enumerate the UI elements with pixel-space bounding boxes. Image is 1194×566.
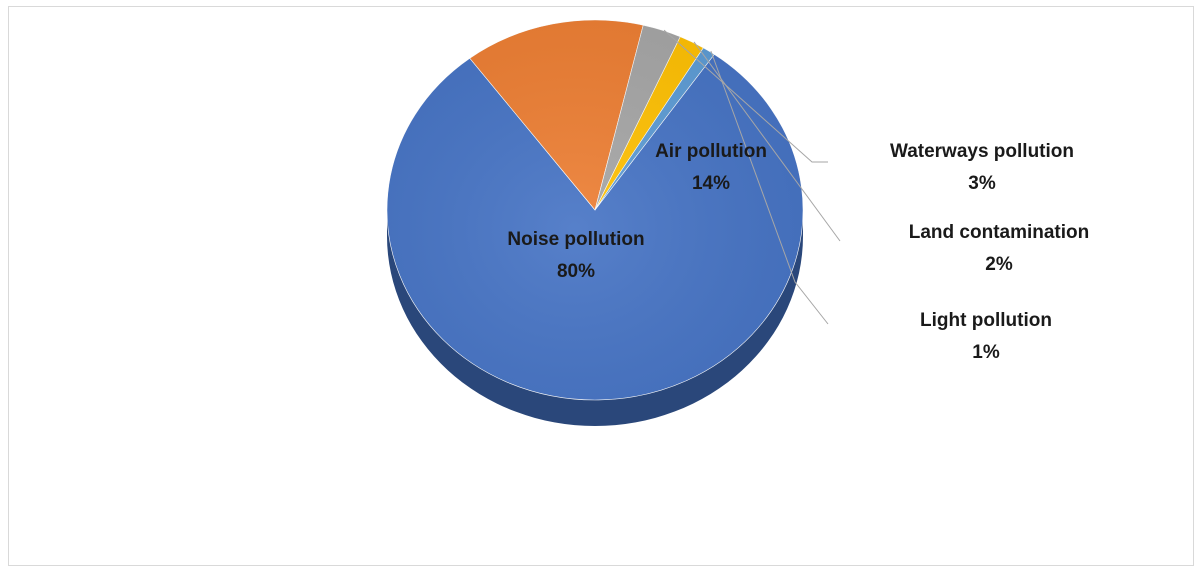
leader-lines xyxy=(663,29,841,325)
slice-label-air-name: Air pollution xyxy=(655,141,767,162)
leader-line-waterways-pollution xyxy=(663,29,828,163)
leader-line-light-pollution xyxy=(710,50,829,325)
leader-line-land-contamination xyxy=(693,41,841,242)
slice-label-waterways-percent: 3% xyxy=(968,173,996,194)
slice-label-light-percent: 1% xyxy=(972,342,1000,363)
slice-label-land-name: Land contamination xyxy=(909,222,1090,243)
slice-label-noise-name: Noise pollution xyxy=(507,229,644,250)
slice-label-noise-percent: 80% xyxy=(557,261,595,282)
slice-label-air-percent: 14% xyxy=(692,173,730,194)
slice-label-waterways-name: Waterways pollution xyxy=(890,141,1074,162)
slice-label-light-name: Light pollution xyxy=(920,310,1052,331)
pie-slices xyxy=(386,19,804,401)
slice-label-land-percent: 2% xyxy=(985,254,1013,275)
